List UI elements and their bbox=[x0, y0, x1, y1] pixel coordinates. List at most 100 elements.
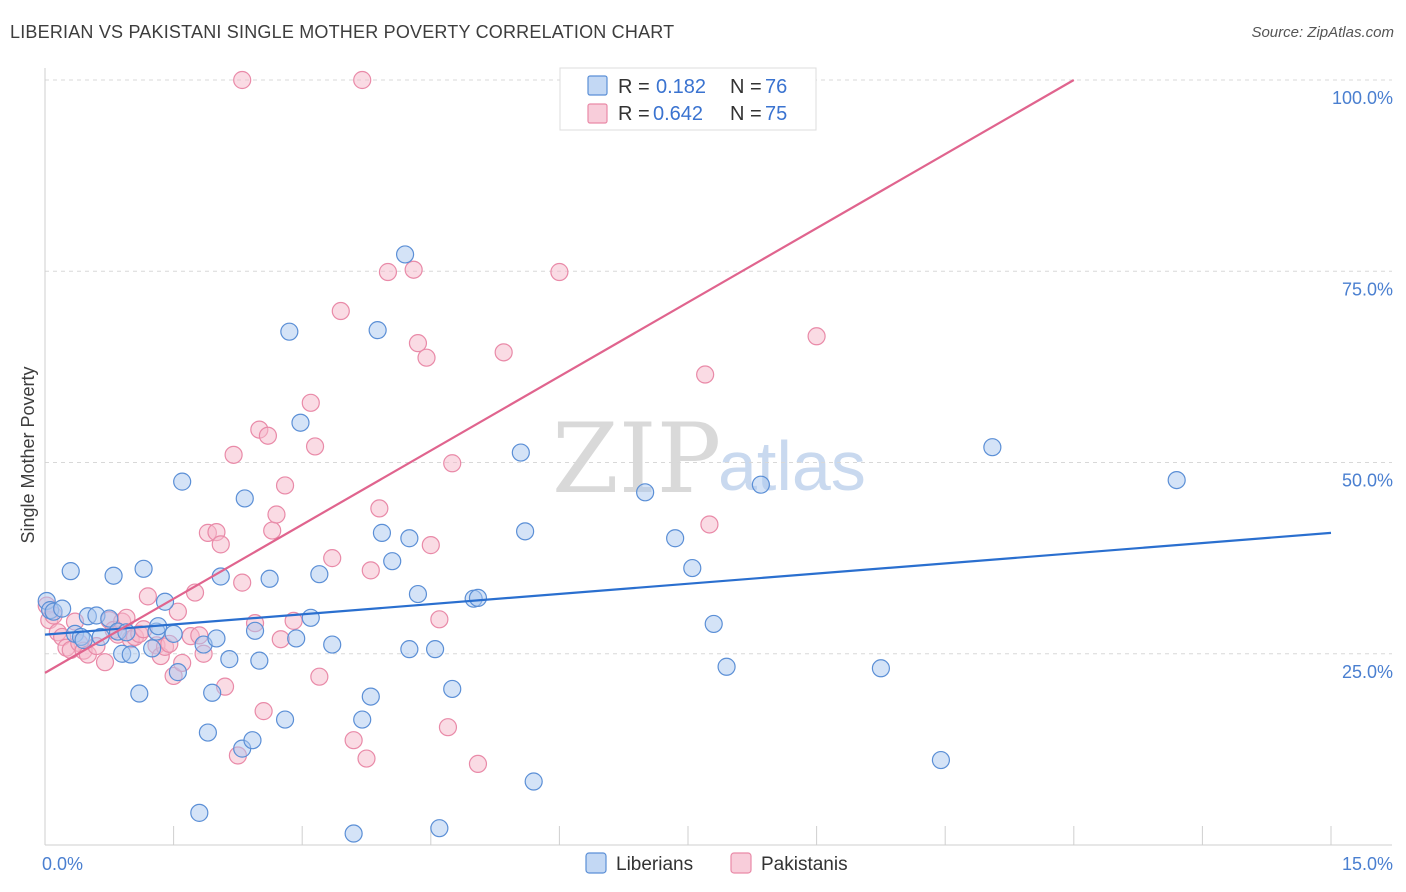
pakistani-point bbox=[421, 536, 440, 555]
legend-liberians-swatch bbox=[585, 852, 607, 874]
pakistani-point bbox=[284, 611, 303, 630]
y-tick-label: 25.0% bbox=[1342, 662, 1393, 682]
y-tick-label: 100.0% bbox=[1332, 88, 1393, 108]
liberian-point bbox=[134, 559, 153, 578]
liberian-point bbox=[164, 624, 183, 643]
pakistani-point bbox=[361, 561, 380, 580]
liberian-point bbox=[524, 772, 543, 791]
source-credit: Source: ZipAtlas.com bbox=[1251, 24, 1394, 41]
liberian-point bbox=[173, 472, 192, 491]
liberian-point bbox=[395, 245, 415, 264]
pakistani-point bbox=[95, 653, 115, 672]
legend-blue-r-label: R = bbox=[618, 76, 650, 98]
liberian-point bbox=[275, 710, 295, 729]
y-tick-labels: 25.0% 50.0% 75.0% 100.0% bbox=[1332, 88, 1393, 682]
chart-title: LIBERIAN VS PAKISTANI SINGLE MOTHER POVE… bbox=[10, 22, 675, 42]
pakistani-point bbox=[310, 667, 329, 686]
x-tick-label: 0.0% bbox=[42, 854, 83, 874]
legend-blue-swatch bbox=[587, 75, 608, 96]
liberian-point bbox=[220, 650, 239, 669]
liberian-point bbox=[291, 413, 310, 432]
pakistani-point bbox=[700, 515, 719, 534]
liberian-point bbox=[400, 640, 419, 659]
liberian-point bbox=[243, 731, 262, 750]
liberian-point bbox=[443, 679, 462, 699]
pakistani-point bbox=[468, 754, 488, 774]
liberian-point bbox=[260, 569, 279, 588]
pakistani-point bbox=[357, 749, 376, 768]
stats-legend: R = 0.182 N = 76 R = 0.642 N = 75 bbox=[559, 67, 817, 131]
pakistani-point bbox=[305, 437, 325, 456]
liberian-point bbox=[400, 529, 419, 548]
liberian-point bbox=[368, 321, 387, 340]
trend-lines bbox=[44, 79, 1332, 674]
watermark-atlas: atlas bbox=[718, 427, 866, 505]
pakistani-point bbox=[443, 454, 462, 473]
liberian-point bbox=[383, 552, 402, 571]
legend-pink-swatch bbox=[587, 103, 608, 124]
pakistani-point bbox=[224, 445, 243, 464]
liberian-point bbox=[74, 630, 93, 650]
liberian-point bbox=[104, 566, 123, 585]
liberian-point bbox=[250, 651, 269, 670]
liberian-point bbox=[751, 475, 770, 494]
pakistani-point bbox=[353, 70, 372, 90]
watermark-zip: ZIP bbox=[552, 403, 721, 515]
liberian-point bbox=[361, 687, 380, 706]
legend-blue-r-value: 0.182 bbox=[656, 76, 706, 98]
pakistani-point bbox=[370, 499, 389, 518]
pakistani-point bbox=[258, 426, 278, 445]
pakistani-point bbox=[550, 262, 569, 282]
legend-pink-r-label: R = bbox=[618, 103, 650, 125]
liberian-point bbox=[353, 710, 372, 729]
x-tick-labels: 0.0% 15.0% bbox=[42, 854, 1393, 874]
liberian-point bbox=[61, 562, 80, 581]
pakistani-point bbox=[417, 348, 436, 367]
liberian-point bbox=[516, 522, 535, 541]
liberian-point bbox=[198, 723, 217, 742]
pakistani-point bbox=[331, 301, 350, 321]
liberian-point bbox=[143, 639, 162, 658]
pakistani-point bbox=[807, 327, 826, 346]
pakistani-point bbox=[404, 260, 423, 279]
liberian-point bbox=[408, 584, 428, 604]
liberian-point bbox=[235, 489, 254, 508]
legend-pakistanis-swatch bbox=[730, 852, 752, 874]
pakistani-point bbox=[494, 343, 513, 362]
legend-blue-n-label: N = bbox=[730, 76, 762, 98]
liberian-point bbox=[190, 803, 209, 822]
liberian-point bbox=[425, 640, 445, 659]
liberian-point bbox=[717, 657, 736, 676]
legend-pink-r-value: 0.642 bbox=[653, 103, 703, 125]
pakistani-point bbox=[430, 610, 449, 629]
pakistani-point bbox=[378, 262, 398, 282]
gridlines bbox=[45, 79, 1392, 655]
liberian-point bbox=[372, 523, 392, 542]
liberian-point bbox=[931, 750, 951, 770]
liberians-trend-line bbox=[44, 531, 1332, 636]
pakistani-point bbox=[138, 587, 157, 606]
liberian-point bbox=[280, 322, 299, 341]
liberian-point bbox=[100, 609, 119, 628]
pakistani-point bbox=[233, 70, 252, 90]
liberian-point bbox=[168, 663, 187, 682]
legend-blue-n-value: 76 bbox=[765, 76, 787, 98]
pakistani-point bbox=[263, 521, 282, 540]
liberian-point bbox=[983, 438, 1002, 457]
pakistani-point bbox=[275, 476, 295, 495]
pakistani-point bbox=[211, 535, 230, 554]
liberian-point bbox=[666, 529, 685, 548]
liberian-point bbox=[636, 483, 655, 502]
liberian-point bbox=[1167, 470, 1186, 490]
liberian-point bbox=[323, 635, 342, 654]
liberian-point bbox=[207, 629, 226, 648]
liberian-point bbox=[203, 683, 222, 702]
liberian-point bbox=[121, 645, 140, 664]
pakistani-point bbox=[301, 393, 320, 412]
liberian-point bbox=[287, 629, 306, 648]
liberian-point bbox=[704, 614, 723, 634]
liberian-point bbox=[245, 621, 265, 640]
y-axis-label: Single Mother Poverty bbox=[18, 366, 38, 543]
legend-liberians-label: Liberians bbox=[616, 854, 693, 875]
